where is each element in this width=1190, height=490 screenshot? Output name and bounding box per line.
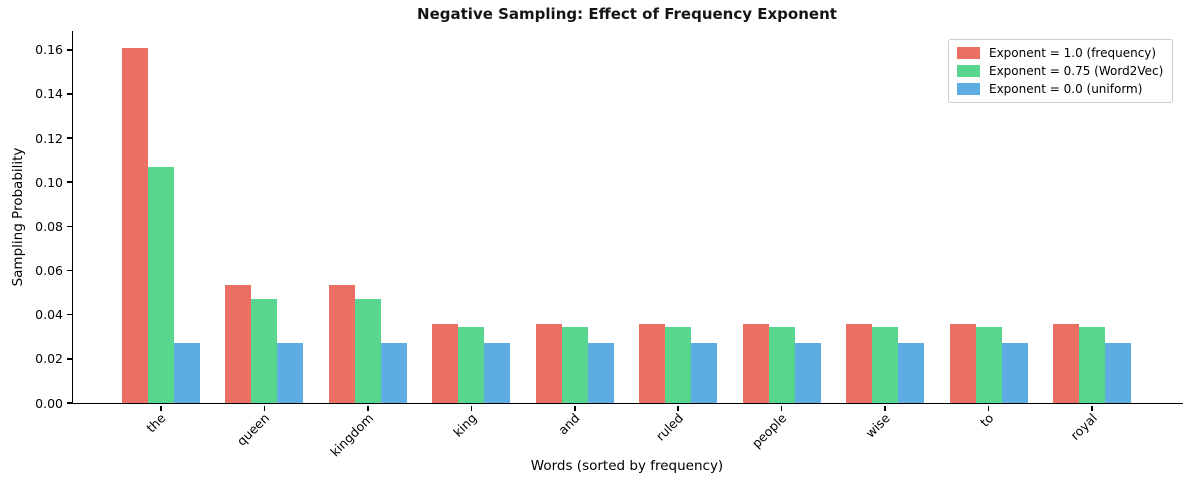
x-tick-mark	[987, 405, 990, 411]
bar-the-series2	[148, 167, 174, 403]
legend-entry-label: Exponent = 1.0 (frequency)	[989, 46, 1157, 60]
bar-and-series1	[535, 324, 562, 403]
bar-people-series1	[742, 324, 769, 403]
x-axis-label: Words (sorted by frequency)	[530, 458, 724, 474]
bar-queen-series1	[225, 284, 252, 403]
legend-entry-2: Exponent = 0.75 (Word2Vec)	[957, 64, 1163, 78]
legend-entry-3: Exponent = 0.0 (uniform)	[957, 82, 1163, 96]
bar-royal-series2	[1078, 326, 1105, 403]
bar-wise-series2	[872, 326, 899, 403]
bar-ruled-series1	[639, 324, 666, 403]
bar-queen-series2	[251, 299, 278, 403]
x-tick-label: kingdom	[326, 410, 376, 460]
y-tick-label: 0.04	[35, 307, 63, 323]
plot-area: 0.00 0.02 0.04 0.06 0.08 0.10 0.12 0.14 0.16 the q…	[35, 31, 1183, 459]
bar-royal-series3	[1104, 343, 1131, 403]
x-tick-mark	[470, 405, 473, 411]
x-tick-mark	[574, 405, 576, 411]
bar-king-series1	[432, 324, 459, 403]
x-tick-label: ruled	[652, 410, 687, 444]
y-tick-label: 0.02	[35, 351, 63, 367]
y-tick-label: 0.00	[35, 395, 63, 411]
y-tick-mark	[66, 137, 72, 139]
x-tick-mark	[263, 405, 266, 411]
x-tick-mark	[367, 405, 369, 411]
legend-swatch-icon	[957, 47, 980, 59]
bar-to-series3	[1001, 343, 1028, 403]
bar-royal-series1	[1052, 324, 1079, 403]
bar-the-series3	[174, 343, 200, 403]
bar-king-series2	[458, 326, 485, 403]
y-tick-mark	[66, 402, 72, 404]
y-tick-label: 0.08	[35, 218, 63, 234]
x-tick-label: king	[449, 410, 480, 440]
y-tick-label: 0.12	[35, 130, 63, 146]
bar-and-series2	[561, 326, 588, 403]
bar-kingdom-series1	[328, 284, 355, 403]
bar-people-series2	[768, 326, 795, 403]
y-tick-mark	[66, 181, 72, 183]
legend-swatch-icon	[957, 65, 980, 77]
bar-ruled-series2	[665, 326, 692, 403]
y-tick-mark	[66, 225, 72, 228]
x-tick-mark	[780, 405, 783, 411]
y-tick-label: 0.16	[35, 42, 63, 58]
bar-people-series3	[794, 343, 821, 403]
chart-title: Negative Sampling: Effect of Frequency E…	[417, 5, 837, 23]
legend-swatch-icon	[957, 83, 980, 95]
y-tick-label: 0.14	[35, 86, 63, 102]
x-tick-mark	[1091, 405, 1093, 411]
legend: Exponent = 1.0 (frequency) Exponent = 0.7…	[948, 39, 1174, 103]
bar-queen-series3	[277, 343, 304, 403]
bar-the-series1	[122, 48, 148, 403]
y-tick-label: 0.06	[35, 263, 63, 279]
bar-ruled-series3	[691, 343, 718, 403]
legend-entry-label: Exponent = 0.0 (uniform)	[989, 82, 1143, 96]
y-tick-mark	[66, 313, 72, 316]
bar-to-series1	[949, 324, 976, 403]
x-tick-mark	[160, 405, 162, 411]
y-tick-mark	[66, 93, 72, 95]
x-tick-label: and	[555, 410, 583, 438]
x-tick-mark	[884, 405, 886, 411]
x-tick-label: to	[976, 410, 997, 430]
bar-king-series3	[484, 343, 511, 403]
x-tick-mark	[677, 405, 679, 411]
bar-kingdom-series3	[380, 343, 407, 403]
bar-wise-series1	[846, 324, 873, 403]
bar-kingdom-series2	[354, 299, 381, 403]
x-tick-label: the	[143, 410, 169, 436]
y-tick-mark	[66, 269, 72, 272]
x-tick-label: wise	[862, 410, 893, 441]
legend-entry-1: Exponent = 1.0 (frequency)	[957, 46, 1163, 60]
y-tick-label: 0.10	[35, 174, 63, 190]
x-tick-label: queen	[234, 410, 273, 449]
x-tick-label: royal	[1067, 410, 1100, 443]
x-tick-label: people	[748, 410, 790, 451]
y-tick-mark	[66, 49, 72, 51]
bar-wise-series3	[898, 343, 925, 403]
legend-entry-label: Exponent = 0.75 (Word2Vec)	[989, 64, 1164, 78]
bar-and-series3	[587, 343, 614, 403]
bar-to-series2	[975, 326, 1002, 403]
y-tick-mark	[66, 358, 72, 360]
